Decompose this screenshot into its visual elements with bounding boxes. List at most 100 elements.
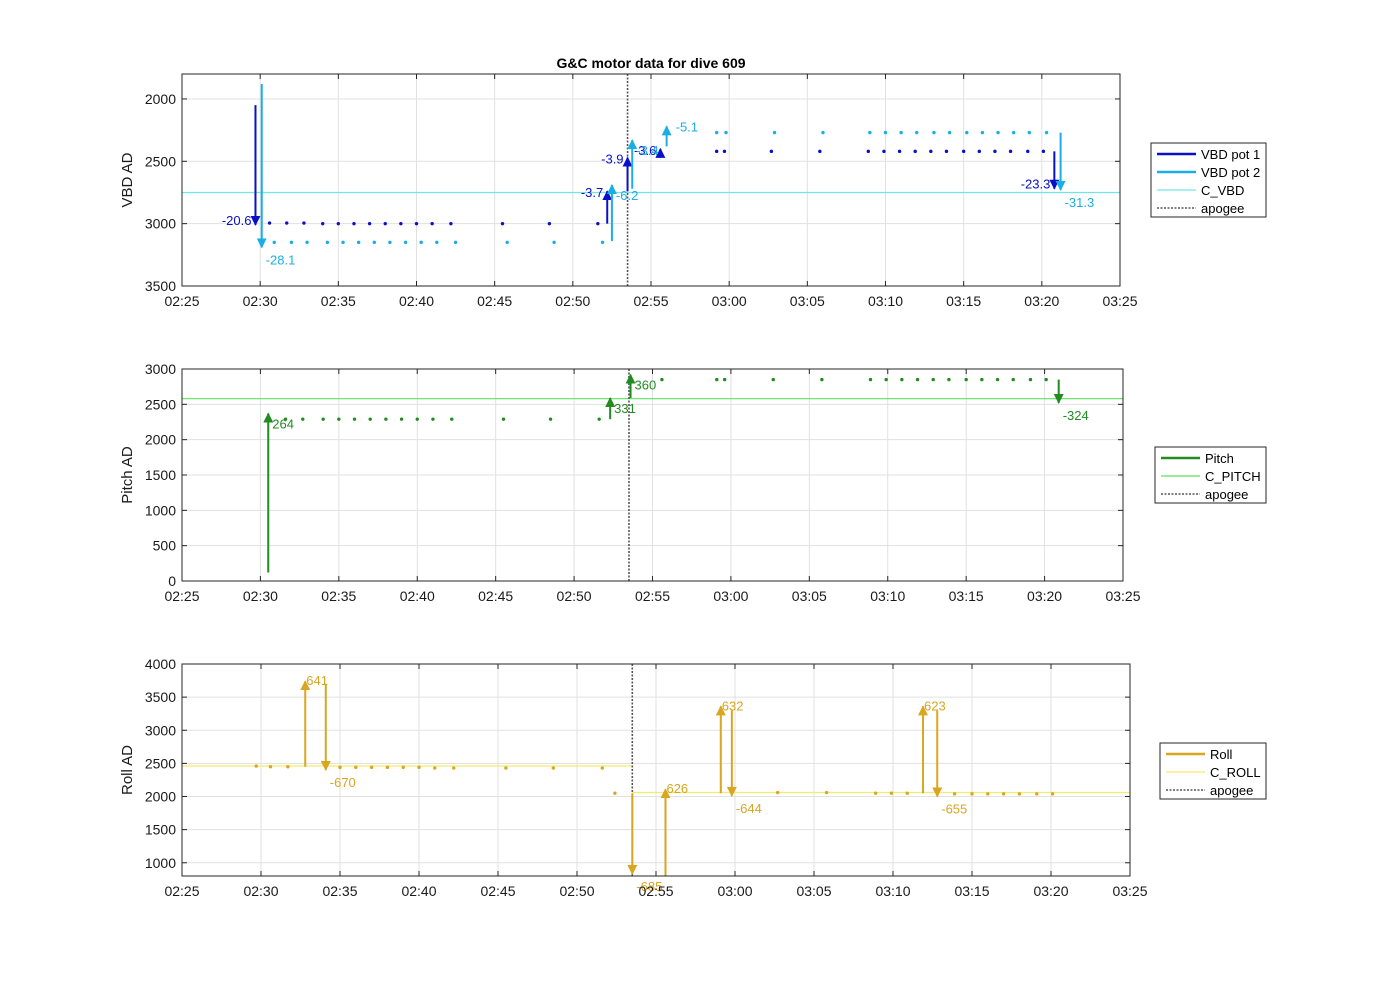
pitch-x-tick-label: 03:15 — [949, 588, 984, 604]
vbd-data-point — [993, 149, 997, 154]
pitch-data-point — [980, 377, 984, 382]
roll-data-point — [338, 765, 342, 770]
vbd-data-point — [929, 149, 933, 154]
vbd-data-point — [883, 130, 888, 135]
roll-y-tick-label: 3000 — [145, 722, 176, 738]
vbd-y-tick-label: 2000 — [145, 91, 176, 107]
pitch-arrow-label: 331 — [614, 401, 636, 416]
vbd-data-point — [1044, 130, 1049, 135]
vbd-data-point — [897, 149, 902, 154]
pitch-data-point — [1011, 377, 1015, 382]
roll-x-tick-label: 02:30 — [243, 883, 278, 899]
roll-data-point — [417, 765, 421, 770]
vbd-data-point — [547, 221, 552, 226]
roll-data-point — [1001, 792, 1006, 796]
vbd-data-point — [980, 130, 985, 135]
vbd-data-point — [289, 240, 294, 245]
pitch-x-tick-label: 02:55 — [635, 588, 670, 604]
pitch-y-tick-label: 3000 — [145, 361, 176, 377]
roll-y-axis-label: Roll AD — [119, 745, 136, 795]
pitch-x-tick-label: 02:30 — [243, 588, 278, 604]
pitch-y-tick-label: 1500 — [145, 467, 176, 483]
pitch-x-tick-label: 02:35 — [321, 588, 356, 604]
roll-data-point — [905, 791, 909, 795]
vbd-y-tick-label: 3000 — [145, 216, 176, 232]
pitch-data-point — [715, 377, 719, 382]
roll-x-tick-label: 03:20 — [1033, 883, 1068, 899]
roll-y-tick-label: 3500 — [145, 689, 176, 705]
vbd-arrow-label: -3.4 — [636, 143, 658, 158]
pitch-data-point — [337, 417, 341, 421]
pitch-data-point — [501, 417, 506, 421]
pitch-data-point — [900, 377, 904, 382]
pitch-arrow-label: 360 — [635, 378, 657, 393]
pitch-data-point — [352, 417, 357, 421]
vbd-data-point — [341, 240, 345, 245]
pitch-y-tick-label: 500 — [153, 538, 177, 554]
vbd-legend-label: VBD pot 1 — [1201, 147, 1260, 162]
vbd-data-point — [1008, 149, 1013, 154]
vbd-arrow-label: -6.2 — [616, 188, 638, 203]
roll-data-point — [1017, 792, 1022, 796]
pitch-data-point — [868, 377, 873, 382]
vbd-data-point — [500, 221, 505, 226]
vbd-data-point — [399, 221, 403, 226]
vbd-data-point — [325, 240, 330, 245]
pitch-data-point — [431, 417, 435, 421]
vbd-x-tick-label: 02:50 — [555, 293, 590, 309]
roll-arrow-label: 641 — [306, 673, 328, 688]
vbd-data-point — [403, 240, 408, 245]
roll-data-point — [433, 766, 437, 770]
vbd-data-point — [356, 240, 361, 245]
vbd-data-point — [285, 221, 289, 225]
vbd-x-tick-label: 03:05 — [790, 293, 825, 309]
vbd-data-point — [552, 240, 556, 245]
roll-data-point — [254, 764, 258, 768]
vbd-data-point — [505, 240, 509, 245]
roll-y-tick-label: 2000 — [145, 789, 176, 805]
vbd-x-tick-label: 02:55 — [633, 293, 668, 309]
pitch-data-point — [884, 377, 888, 382]
vbd-data-point — [961, 149, 966, 154]
vbd-data-point — [267, 221, 272, 225]
pitch-data-point — [931, 377, 935, 382]
roll-x-tick-label: 03:15 — [954, 883, 989, 899]
pitch-x-tick-label: 03:00 — [713, 588, 748, 604]
vbd-arrow-label: -23.3 — [1021, 177, 1051, 192]
pitch-y-tick-label: 2500 — [145, 396, 176, 412]
roll-data-point — [889, 791, 894, 795]
roll-x-tick-label: 03:00 — [717, 883, 752, 899]
roll-x-tick-label: 03:05 — [796, 883, 831, 899]
vbd-x-tick-label: 02:30 — [243, 293, 278, 309]
roll-x-tick-label: 03:25 — [1112, 883, 1147, 899]
vbd-data-point — [600, 240, 605, 245]
roll-arrow-label: -644 — [736, 801, 762, 816]
roll-x-tick-label: 02:35 — [322, 883, 357, 899]
vbd-arrow-label: -3.7 — [581, 185, 603, 200]
vbd-x-tick-label: 02:25 — [164, 293, 199, 309]
roll-x-tick-label: 02:25 — [164, 883, 199, 899]
roll-x-tick-label: 02:55 — [638, 883, 673, 899]
vbd-y-tick-label: 2500 — [145, 153, 176, 169]
vbd-arrow-label: -28.1 — [266, 252, 296, 267]
vbd-data-point — [821, 130, 825, 135]
vbd-data-point — [772, 130, 777, 135]
pitch-x-tick-label: 02:40 — [400, 588, 435, 604]
vbd-data-point — [915, 130, 919, 135]
roll-data-point — [600, 766, 604, 770]
roll-arrow-label: -685 — [636, 879, 662, 894]
vbd-x-tick-label: 03:15 — [946, 293, 981, 309]
vbd-data-point — [367, 221, 372, 226]
pitch-data-point — [964, 377, 968, 382]
pitch-data-point — [947, 377, 951, 382]
pitch-data-point — [283, 417, 288, 421]
roll-data-point — [952, 792, 957, 796]
vbd-data-point — [977, 149, 981, 154]
pitch-legend-label: C_PITCH — [1205, 469, 1261, 484]
pitch-legend-label: apogee — [1205, 487, 1248, 502]
pitch-data-point — [450, 417, 454, 421]
vbd-arrow-label: -5.1 — [676, 119, 698, 134]
roll-data-point — [354, 765, 358, 770]
